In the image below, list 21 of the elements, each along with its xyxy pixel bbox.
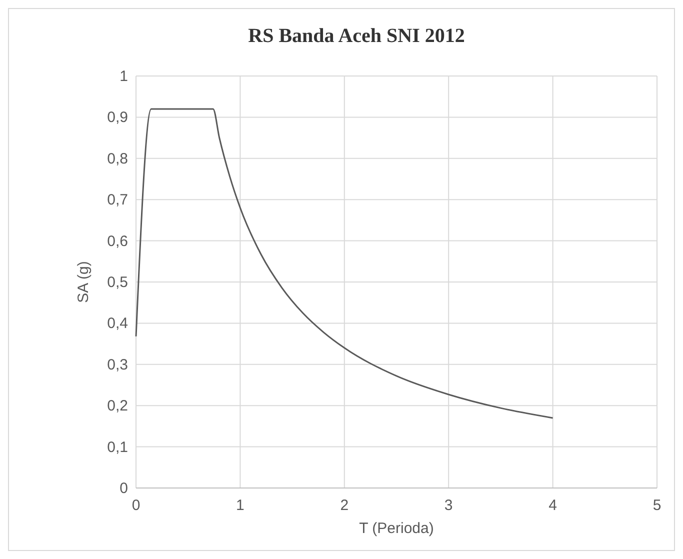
- x-tick-label: 4: [548, 497, 557, 514]
- y-tick-label: 0,2: [107, 398, 128, 415]
- y-tick-label: 0,1: [107, 438, 128, 456]
- line-series: [135, 108, 554, 419]
- y-axis-title: SA (g): [75, 261, 92, 303]
- y-tick-label: 0: [120, 480, 128, 497]
- x-tick-label: 3: [444, 497, 453, 514]
- x-axis-title: T (Perioda): [359, 520, 434, 537]
- y-tick-label: 0,4: [107, 315, 128, 332]
- y-tick-label: 0,6: [107, 232, 128, 250]
- y-tick-label: 0,3: [107, 356, 128, 374]
- y-tick-label: 1: [120, 68, 128, 85]
- y-tick-label: 0,9: [107, 109, 128, 126]
- x-tick-label: 0: [132, 497, 140, 514]
- x-tick-label: 2: [340, 497, 349, 514]
- x-tick-label: 5: [652, 497, 662, 514]
- y-tick-label: 0,7: [107, 192, 128, 209]
- y-tick-label: 0,5: [107, 274, 128, 291]
- y-tick-label: 0,8: [107, 150, 128, 168]
- chart-title: RS Banda Aceh SNI 2012: [248, 25, 465, 47]
- x-tick-label: 1: [236, 497, 244, 514]
